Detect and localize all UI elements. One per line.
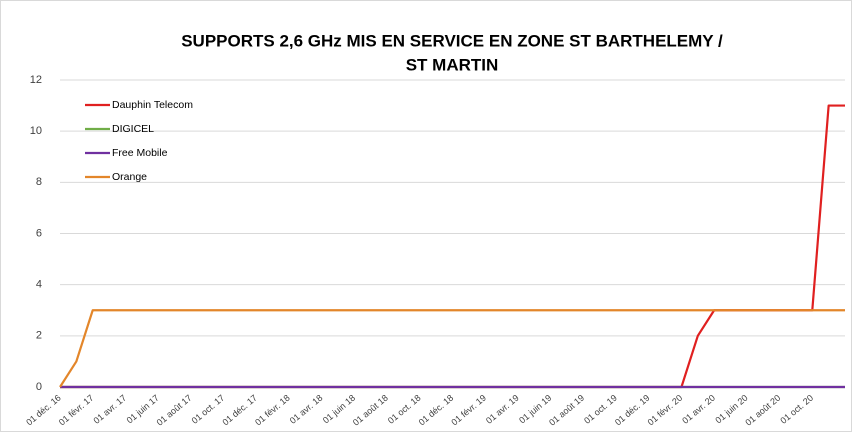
y-tick-label: 8 <box>36 176 42 188</box>
legend-label: Orange <box>112 171 147 183</box>
y-tick-label: 10 <box>30 125 42 137</box>
y-tick-label: 4 <box>36 279 42 291</box>
chart-title: ST MARTIN <box>406 55 499 74</box>
chart-title: SUPPORTS 2,6 GHz MIS EN SERVICE EN ZONE … <box>181 31 723 50</box>
y-tick-label: 6 <box>36 227 42 239</box>
y-tick-label: 2 <box>36 330 42 342</box>
legend-label: DIGICEL <box>112 123 154 135</box>
series-line <box>59 309 845 388</box>
y-tick-label: 0 <box>36 381 42 393</box>
legend-label: Free Mobile <box>112 147 168 159</box>
legend-label: Dauphin Telecom <box>112 99 193 111</box>
y-tick-label: 12 <box>30 74 42 86</box>
